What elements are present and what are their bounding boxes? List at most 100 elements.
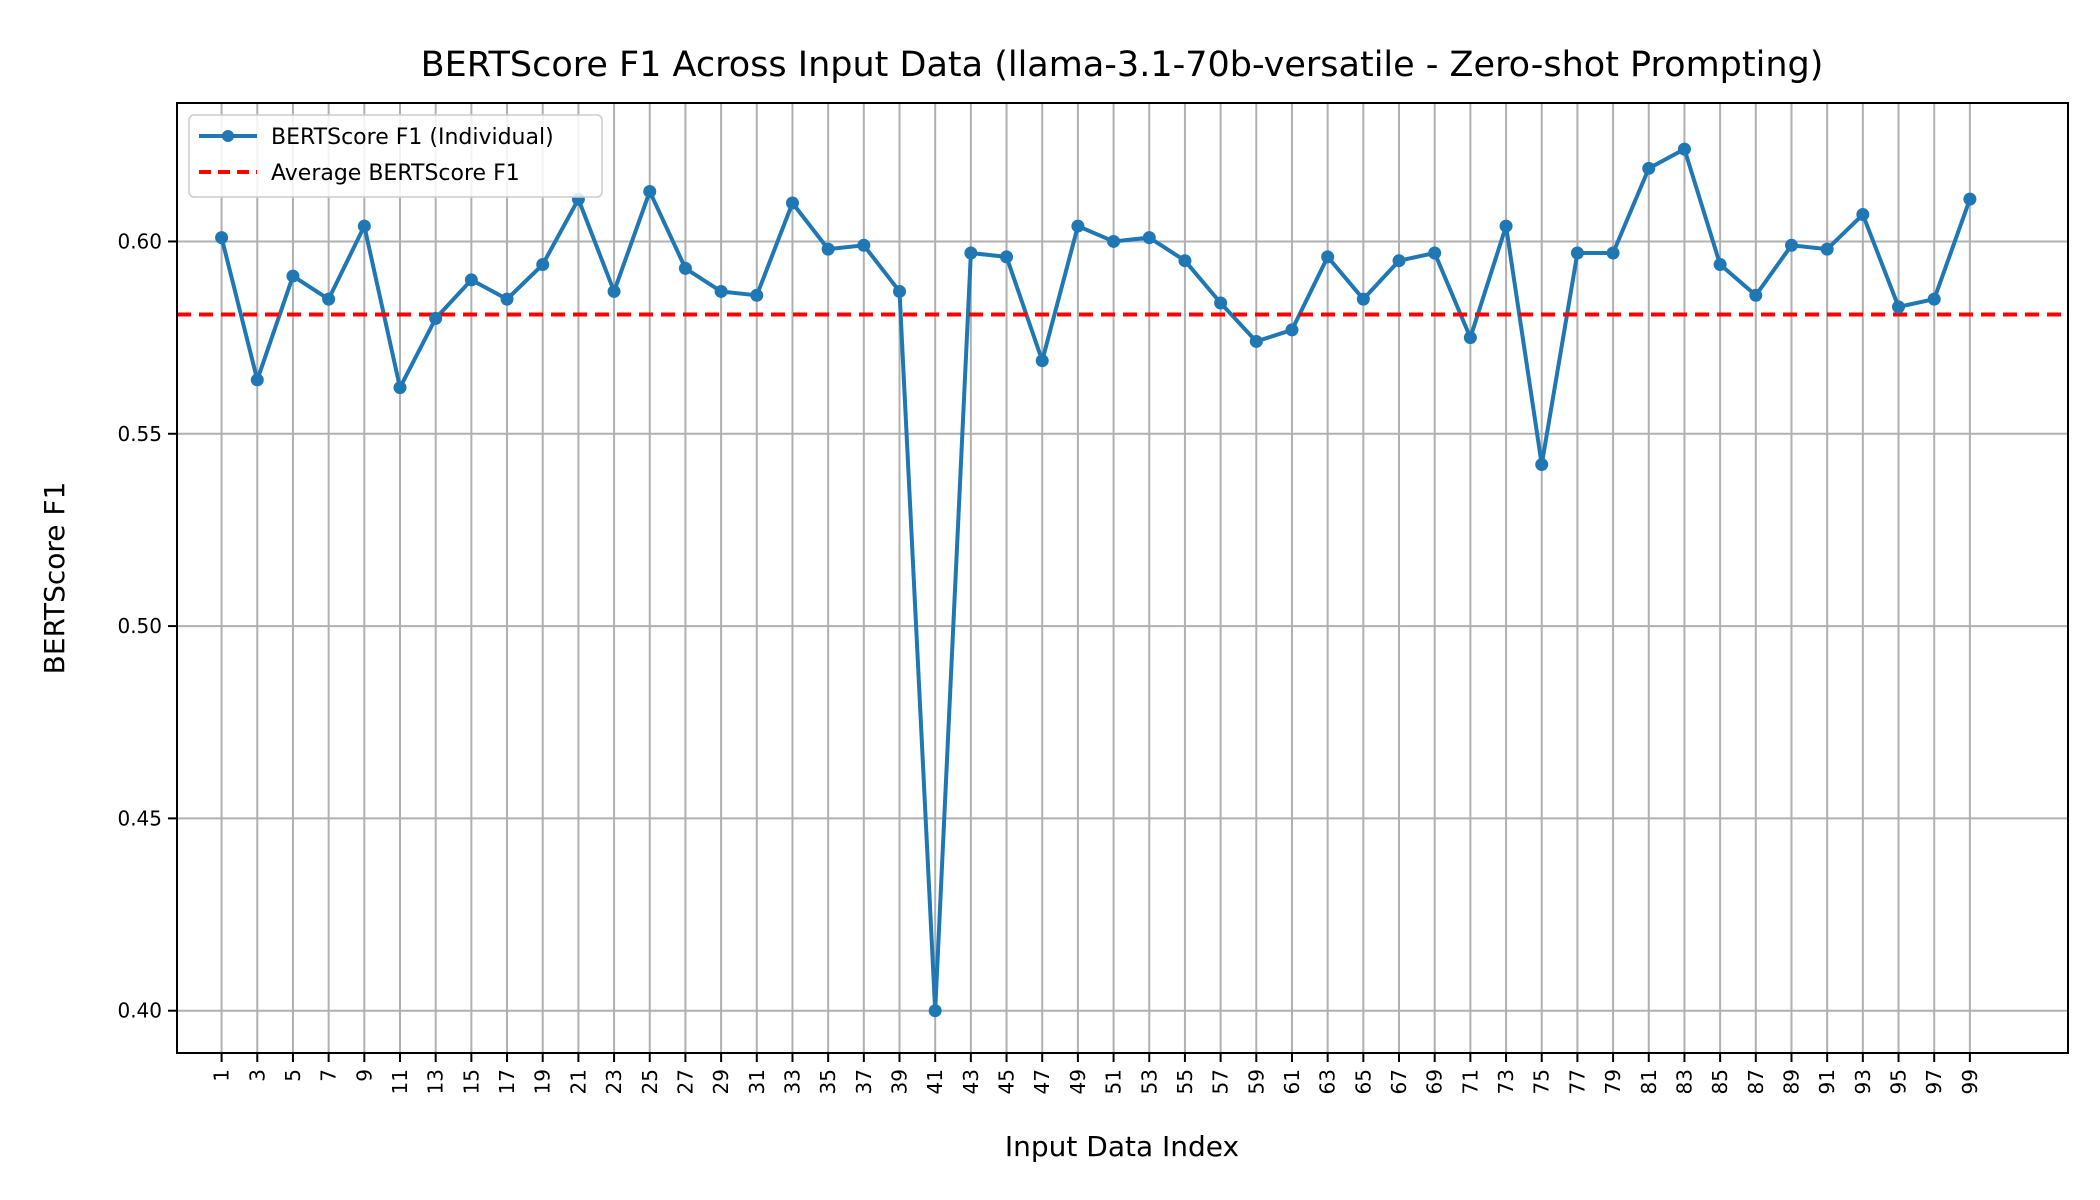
x-tick-label: 83	[1672, 1069, 1696, 1094]
x-tick-label: 77	[1565, 1069, 1589, 1094]
x-tick-label: 91	[1815, 1069, 1839, 1094]
x-tick-label: 17	[495, 1069, 519, 1094]
legend-label-average: Average BERTScore F1	[271, 161, 520, 186]
series-line-individual	[219, 147, 1972, 1013]
data-point	[1784, 238, 1798, 252]
series-layer	[177, 142, 2068, 1018]
data-point	[1713, 258, 1727, 272]
data-point	[1142, 231, 1156, 245]
x-tick-label: 39	[888, 1069, 912, 1094]
x-tick-label: 89	[1779, 1069, 1803, 1094]
y-axis-label: BERTScore F1	[38, 482, 71, 675]
x-tick-label: 13	[424, 1069, 448, 1094]
data-point	[1642, 161, 1656, 175]
x-tick-label: 71	[1458, 1069, 1482, 1094]
x-tick-label: 25	[638, 1069, 662, 1094]
x-tick-label: 9	[352, 1069, 376, 1082]
data-point	[1820, 242, 1834, 256]
legend-marker-individual	[222, 130, 234, 142]
data-point	[322, 292, 336, 306]
data-point	[429, 311, 443, 325]
x-tick-label: 57	[1209, 1069, 1233, 1094]
data-point	[1749, 288, 1763, 302]
data-point	[1927, 292, 1941, 306]
data-point	[857, 238, 871, 252]
legend-label-individual: BERTScore F1 (Individual)	[271, 125, 554, 150]
data-point	[1856, 208, 1870, 222]
data-point	[1071, 219, 1085, 233]
x-tick-label: 73	[1494, 1069, 1518, 1094]
data-point	[536, 258, 550, 272]
data-point	[964, 246, 978, 260]
data-point	[1499, 219, 1513, 233]
x-tick-label: 97	[1922, 1069, 1946, 1094]
x-tick-label: 35	[816, 1069, 840, 1094]
chart-title: BERTScore F1 Across Input Data (llama-3.…	[421, 45, 1824, 85]
data-point	[1535, 458, 1549, 472]
data-point	[678, 261, 692, 275]
x-tick-label: 21	[566, 1069, 590, 1094]
x-tick-label: 11	[388, 1069, 412, 1094]
x-tick-label: 93	[1851, 1069, 1875, 1094]
legend-box	[188, 114, 603, 198]
x-tick-label: 45	[995, 1069, 1019, 1094]
data-point	[1035, 354, 1049, 368]
data-point	[1428, 246, 1442, 260]
x-tick-label: 65	[1351, 1069, 1375, 1094]
ticks: 1 3 5 7 9 11 13 15 17 19 21 23 25 27 29 31 33 35 37 39 41 43 4…	[117, 229, 1981, 1094]
data-point	[607, 284, 621, 298]
x-tick-label: 53	[1137, 1069, 1161, 1094]
data-point	[928, 1004, 942, 1018]
x-tick-label: 33	[780, 1069, 804, 1094]
x-tick-label: 95	[1887, 1069, 1911, 1094]
x-tick-label: 41	[923, 1069, 947, 1094]
data-point	[1463, 331, 1477, 345]
data-point	[1000, 250, 1014, 264]
data-point	[1606, 246, 1620, 260]
data-point	[464, 273, 478, 287]
data-point	[1892, 300, 1906, 314]
x-tick-label: 51	[1102, 1069, 1126, 1094]
data-point	[714, 284, 728, 298]
x-tick-label: 47	[1030, 1069, 1054, 1094]
x-tick-label: 23	[602, 1069, 626, 1094]
data-point	[1178, 254, 1192, 268]
data-point	[750, 288, 764, 302]
data-point	[250, 373, 264, 387]
x-tick-label: 5	[281, 1069, 305, 1082]
data-point	[357, 219, 371, 233]
y-tick-label: 0.50	[117, 614, 162, 638]
x-tick-label: 37	[852, 1069, 876, 1094]
data-point	[1356, 292, 1370, 306]
x-tick-label: 7	[317, 1069, 341, 1082]
data-point	[1677, 142, 1691, 156]
data-point	[500, 292, 514, 306]
data-point	[821, 242, 835, 256]
x-tick-label: 99	[1958, 1069, 1982, 1094]
data-point	[1963, 192, 1977, 206]
data-point	[893, 284, 907, 298]
data-point	[1214, 296, 1228, 310]
data-point	[393, 381, 407, 395]
y-tick-label: 0.40	[117, 999, 162, 1023]
x-tick-label: 43	[959, 1069, 983, 1094]
data-point	[1107, 234, 1121, 248]
x-tick-label: 67	[1387, 1069, 1411, 1094]
data-point	[785, 196, 799, 210]
grid	[177, 103, 2068, 1053]
x-axis-label: Input Data Index	[1005, 1130, 1239, 1163]
x-tick-label: 1	[210, 1069, 234, 1082]
x-tick-label: 19	[531, 1069, 555, 1094]
data-point	[1570, 246, 1584, 260]
x-tick-label: 15	[459, 1069, 483, 1094]
x-tick-label: 81	[1637, 1069, 1661, 1094]
x-tick-label: 55	[1173, 1069, 1197, 1094]
x-tick-label: 69	[1423, 1069, 1447, 1094]
x-tick-label: 61	[1280, 1069, 1304, 1094]
data-point	[643, 184, 657, 198]
x-tick-label: 27	[673, 1069, 697, 1094]
y-tick-label: 0.60	[117, 229, 162, 253]
